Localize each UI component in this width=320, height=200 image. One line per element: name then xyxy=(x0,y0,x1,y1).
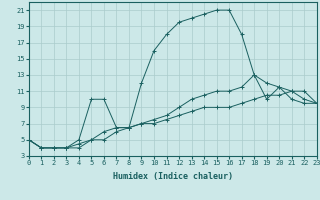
X-axis label: Humidex (Indice chaleur): Humidex (Indice chaleur) xyxy=(113,172,233,181)
